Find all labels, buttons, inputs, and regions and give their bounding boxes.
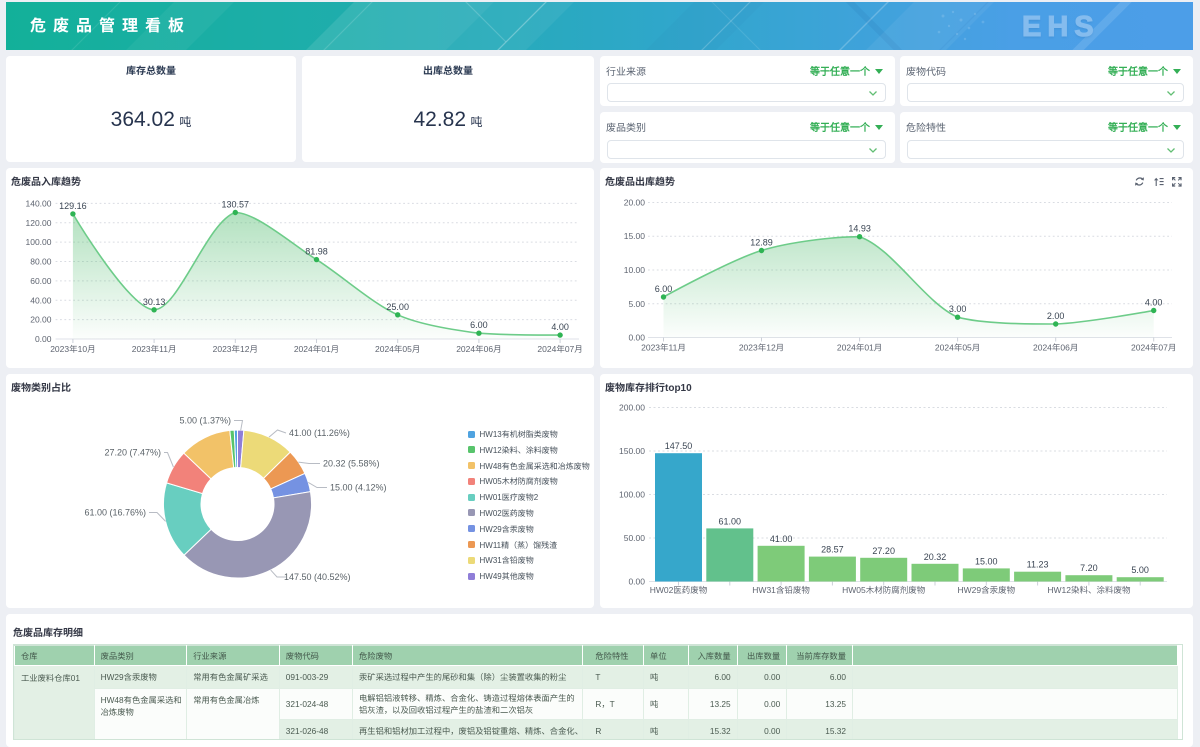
svg-text:14.93: 14.93: [848, 224, 871, 234]
svg-text:41.00: 41.00: [770, 534, 793, 544]
svg-text:150.00: 150.00: [619, 446, 645, 456]
svg-text:2023年10月: 2023年10月: [50, 344, 95, 354]
svg-text:2024年07月: 2024年07月: [537, 344, 582, 354]
svg-text:15.00: 15.00: [975, 556, 998, 566]
svg-text:25.00: 25.00: [386, 302, 409, 312]
svg-text:20.00: 20.00: [624, 198, 646, 208]
svg-text:200.00: 200.00: [619, 403, 645, 413]
svg-text:147.50 (40.52%): 147.50 (40.52%): [284, 572, 351, 582]
svg-text:30.13: 30.13: [143, 297, 166, 307]
svg-text:2024年06月: 2024年06月: [456, 344, 501, 354]
svg-text:5.00: 5.00: [1131, 565, 1149, 575]
svg-text:4.00: 4.00: [1145, 298, 1163, 308]
svg-text:60.00: 60.00: [30, 276, 52, 286]
svg-text:5.00 (1.37%): 5.00 (1.37%): [179, 416, 231, 426]
svg-text:2.00: 2.00: [1047, 311, 1065, 321]
svg-text:10.00: 10.00: [624, 265, 646, 275]
svg-text:129.16: 129.16: [59, 201, 87, 211]
svg-text:2024年01月: 2024年01月: [837, 343, 882, 353]
svg-text:6.00: 6.00: [655, 284, 673, 294]
svg-text:0.00: 0.00: [35, 334, 52, 344]
svg-text:4.00: 4.00: [551, 322, 569, 332]
svg-text:41.00 (11.26%): 41.00 (11.26%): [289, 428, 350, 438]
svg-text:120.00: 120.00: [26, 218, 52, 228]
svg-text:61.00: 61.00: [719, 516, 742, 526]
svg-text:20.32: 20.32: [924, 552, 947, 562]
svg-text:7.20: 7.20: [1080, 563, 1098, 573]
svg-text:HW05木材防腐剂废物: HW05木材防腐剂废物: [842, 585, 926, 595]
svg-text:2024年07月: 2024年07月: [1131, 343, 1176, 353]
svg-text:81.98: 81.98: [305, 247, 328, 257]
svg-text:27.20: 27.20: [872, 546, 895, 556]
svg-text:2024年05月: 2024年05月: [935, 343, 980, 353]
svg-text:100.00: 100.00: [26, 237, 52, 247]
svg-text:2023年12月: 2023年12月: [213, 344, 258, 354]
svg-text:28.57: 28.57: [821, 545, 844, 555]
svg-text:2024年01月: 2024年01月: [294, 344, 339, 354]
svg-text:61.00 (16.76%): 61.00 (16.76%): [84, 508, 146, 518]
svg-text:HW29含汞废物: HW29含汞废物: [957, 585, 1015, 595]
svg-text:50.00: 50.00: [624, 533, 646, 543]
svg-text:HW31含铅废物: HW31含铅废物: [752, 585, 810, 595]
svg-text:15.00 (4.12%): 15.00 (4.12%): [330, 483, 387, 493]
svg-text:2023年11月: 2023年11月: [132, 344, 177, 354]
svg-text:2023年12月: 2023年12月: [739, 343, 784, 353]
svg-text:147.50: 147.50: [665, 441, 693, 451]
svg-text:6.00: 6.00: [470, 320, 488, 330]
svg-text:HW02医药废物: HW02医药废物: [650, 585, 708, 595]
svg-text:11.23: 11.23: [1027, 560, 1049, 570]
svg-text:3.00: 3.00: [949, 304, 967, 314]
svg-text:2024年05月: 2024年05月: [375, 344, 420, 354]
svg-text:12.89: 12.89: [750, 238, 773, 248]
svg-text:2023年11月: 2023年11月: [641, 343, 686, 353]
svg-text:140.00: 140.00: [26, 198, 52, 208]
svg-text:0.00: 0.00: [628, 333, 645, 343]
svg-text:80.00: 80.00: [30, 257, 52, 267]
svg-text:20.32 (5.58%): 20.32 (5.58%): [323, 459, 380, 469]
svg-text:2024年06月: 2024年06月: [1033, 343, 1078, 353]
svg-text:15.00: 15.00: [624, 231, 646, 241]
svg-text:5.00: 5.00: [628, 299, 645, 309]
svg-text:100.00: 100.00: [619, 490, 645, 500]
svg-text:27.20 (7.47%): 27.20 (7.47%): [104, 448, 161, 458]
svg-text:130.57: 130.57: [222, 200, 250, 210]
svg-text:HW12染料、涂料废物: HW12染料、涂料废物: [1047, 585, 1131, 595]
svg-text:40.00: 40.00: [30, 295, 52, 305]
svg-text:0.00: 0.00: [628, 577, 645, 587]
svg-text:20.00: 20.00: [30, 315, 52, 325]
